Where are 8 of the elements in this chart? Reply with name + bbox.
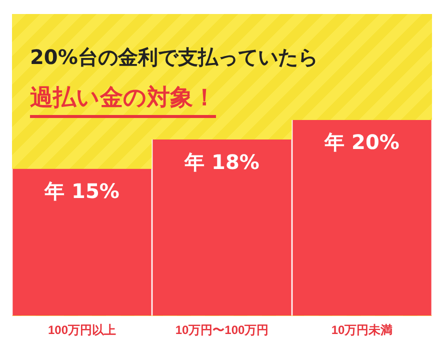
x-tick-label: 10万円〜100万円 — [175, 323, 269, 338]
data-label: 年 15% — [44, 179, 120, 204]
data-label: 年 20% — [324, 130, 400, 154]
chart-title: 20%台の金利で支払っていたら — [30, 44, 318, 71]
x-tick-label: 100万円以上 — [48, 323, 116, 338]
x-tick-label: 10万円未満 — [331, 323, 393, 338]
chart-subtitle: 過払い金の対象！ — [30, 82, 216, 118]
data-label: 年 18% — [184, 150, 260, 174]
